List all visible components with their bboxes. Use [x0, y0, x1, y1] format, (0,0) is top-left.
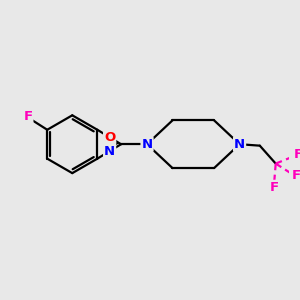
Text: F: F	[291, 169, 300, 182]
Text: N: N	[142, 138, 153, 151]
Text: N: N	[104, 145, 115, 158]
Text: N: N	[234, 138, 245, 151]
Text: F: F	[23, 110, 32, 123]
Text: F: F	[293, 148, 300, 161]
Text: O: O	[104, 131, 115, 144]
Text: F: F	[270, 181, 279, 194]
